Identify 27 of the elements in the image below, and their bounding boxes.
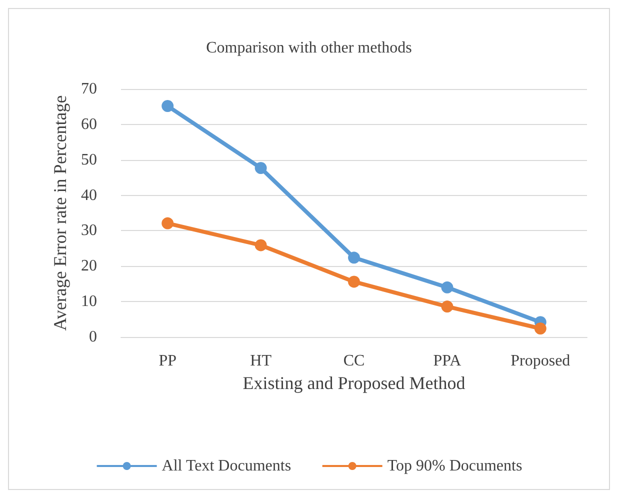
y-tick-label: 10 — [81, 293, 97, 310]
point — [441, 281, 454, 294]
point — [254, 162, 267, 174]
x-tick-label: Proposed — [510, 352, 570, 370]
point — [348, 252, 360, 264]
legend-label: Top 90% Documents — [387, 458, 522, 474]
y-tick-label: 60 — [81, 116, 97, 133]
chart-title: Comparison with other methods — [206, 40, 412, 56]
point — [162, 100, 174, 112]
x-tick-label: PP — [158, 352, 177, 370]
point — [348, 276, 360, 288]
point — [254, 239, 267, 252]
x-tick-label: PPA — [433, 352, 462, 370]
y-tick-label: 0 — [89, 328, 97, 346]
y-tick-label: 20 — [81, 258, 97, 275]
y-tick-label: 50 — [81, 151, 97, 168]
y-axis-title: Average Error rate in Percentage — [50, 95, 70, 331]
point — [441, 300, 454, 313]
x-axis-title: Existing and Proposed Method — [242, 372, 466, 393]
x-tick-label: HT — [250, 352, 272, 370]
point — [162, 217, 174, 230]
y-tick-label: 30 — [81, 222, 97, 240]
y-tick-label: 40 — [81, 186, 97, 204]
legend-label: All Text Documents — [162, 458, 292, 474]
y-tick-label: 70 — [81, 80, 97, 98]
point — [534, 322, 546, 334]
x-tick-label: CC — [343, 352, 365, 370]
